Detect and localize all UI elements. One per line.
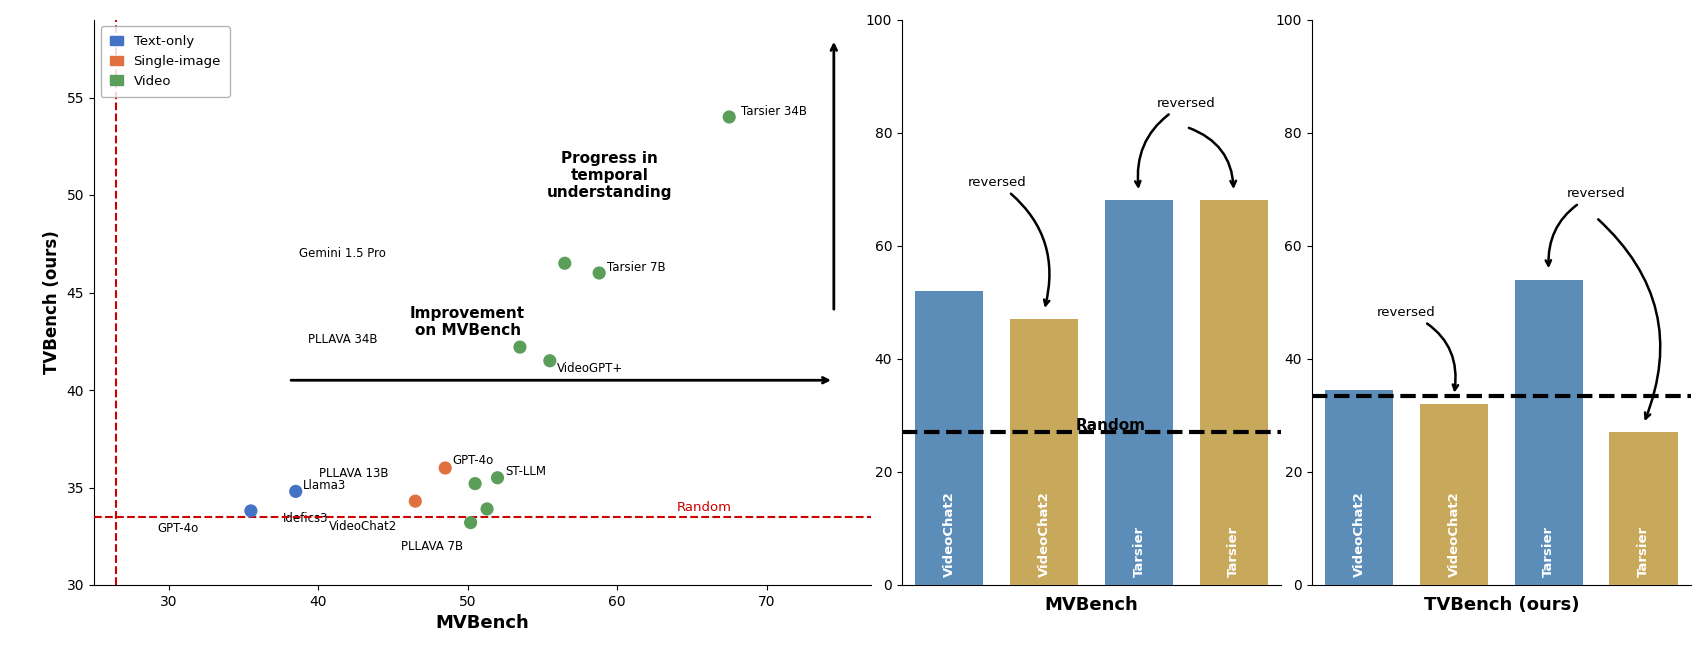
Point — [432, 463, 459, 473]
Text: VideoChat2: VideoChat2 — [1352, 491, 1366, 577]
Text: PLLAVA 34B: PLLAVA 34B — [309, 333, 377, 346]
Text: VideoChat2: VideoChat2 — [329, 520, 398, 533]
Point — [457, 517, 485, 528]
Bar — [915, 291, 983, 585]
Y-axis label: TVBench (ours): TVBench (ours) — [43, 230, 61, 374]
Text: reversed: reversed — [1376, 306, 1458, 390]
Point — [483, 473, 510, 483]
Point — [473, 504, 500, 514]
Text: GPT-4o: GPT-4o — [157, 522, 198, 535]
Text: GPT-4o: GPT-4o — [452, 454, 493, 467]
Text: Tarsier: Tarsier — [1541, 525, 1555, 577]
Point — [505, 342, 533, 352]
Text: Random: Random — [1075, 418, 1145, 433]
Legend: Text-only, Single-image, Video: Text-only, Single-image, Video — [101, 26, 230, 97]
Point — [536, 356, 563, 366]
Text: Tarsier: Tarsier — [1635, 525, 1649, 577]
Text: Random: Random — [676, 501, 732, 514]
Text: Idefics3: Idefics3 — [283, 512, 328, 525]
Text: VideoGPT+: VideoGPT+ — [556, 362, 623, 375]
Point — [401, 496, 428, 506]
Bar — [1198, 200, 1267, 585]
Point — [461, 478, 488, 489]
Text: ST-LLM: ST-LLM — [505, 465, 546, 478]
Text: Improvement
on MVBench: Improvement on MVBench — [410, 306, 524, 338]
Text: Tarsier: Tarsier — [1226, 525, 1239, 577]
Text: VideoChat2: VideoChat2 — [1446, 491, 1459, 577]
Text: Tarsier 34B: Tarsier 34B — [741, 105, 807, 118]
Point — [586, 268, 613, 278]
X-axis label: MVBench: MVBench — [1045, 596, 1137, 614]
Bar — [1009, 319, 1077, 585]
Text: reversed: reversed — [1545, 187, 1625, 266]
Text: PLLAVA 7B: PLLAVA 7B — [401, 540, 463, 552]
Text: VideoChat2: VideoChat2 — [942, 491, 956, 577]
Bar — [1419, 404, 1487, 585]
Text: Llama3: Llama3 — [304, 479, 347, 492]
Bar — [1325, 390, 1393, 585]
Bar — [1608, 432, 1676, 585]
Text: Tarsier: Tarsier — [1132, 525, 1145, 577]
Text: Tarsier 7B: Tarsier 7B — [606, 261, 664, 274]
Text: PLLAVA 13B: PLLAVA 13B — [319, 467, 387, 480]
Point — [282, 486, 309, 497]
X-axis label: TVBench (ours): TVBench (ours) — [1422, 596, 1579, 614]
Text: reversed: reversed — [966, 176, 1048, 306]
Text: Gemini 1.5 Pro: Gemini 1.5 Pro — [299, 247, 386, 260]
Text: reversed: reversed — [1135, 97, 1215, 187]
Text: Progress in
temporal
understanding: Progress in temporal understanding — [546, 151, 673, 200]
Bar — [1514, 280, 1582, 585]
Text: VideoChat2: VideoChat2 — [1036, 491, 1050, 577]
X-axis label: MVBench: MVBench — [435, 614, 529, 632]
Point — [715, 112, 743, 122]
Point — [551, 258, 579, 268]
Point — [237, 506, 265, 516]
Bar — [1104, 200, 1173, 585]
